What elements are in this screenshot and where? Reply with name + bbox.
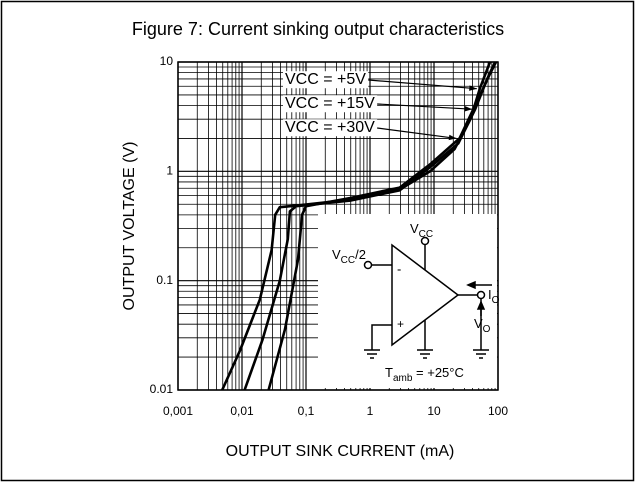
legend-arrow (377, 103, 473, 110)
io-label: IO (488, 287, 500, 305)
vcc-label: VCC (410, 221, 433, 239)
legend-label: VCC = +30V (285, 119, 375, 136)
label-main: V (332, 247, 341, 262)
legend-arrow-head (448, 134, 457, 141)
label-main: V (410, 221, 419, 236)
series-line (243, 61, 497, 391)
inset-circuit: VCC VCC/2 - + IO VO Tamb = +25°C (318, 214, 500, 388)
x-tick-label: 0,01 (230, 404, 254, 418)
circuit-drawing (363, 236, 492, 359)
label-main: V (474, 316, 483, 331)
label-tail: = +25°C (412, 365, 463, 380)
y-tick-label: 0.01 (150, 382, 174, 396)
arrow-head (466, 280, 476, 290)
legend-arrow (368, 79, 477, 90)
terminal (476, 290, 486, 300)
x-axis-label: OUTPUT SINK CURRENT (mA) (226, 443, 455, 460)
legend-arrow-head (469, 85, 477, 91)
tamb-label: Tamb = +25°C (385, 365, 464, 383)
plot-frame (177, 61, 499, 391)
ground (364, 349, 380, 359)
x-tick-label: 100 (488, 404, 508, 418)
terminal (363, 260, 373, 270)
label-sub: O (492, 295, 500, 306)
vo-label: VO (474, 316, 491, 334)
legend-label: VCC = +5V (285, 71, 366, 88)
y-tick-label: 10 (160, 54, 174, 68)
arrow-head (476, 300, 486, 310)
label-main: T (385, 365, 393, 380)
vcc-half-label: VCC/2 (332, 247, 366, 265)
legend-label-background (283, 95, 378, 113)
label-sub: amb (393, 373, 413, 384)
terminal (420, 236, 430, 246)
x-tick-label: 0,1 (298, 404, 315, 418)
x-tick-label: 10 (427, 404, 441, 418)
legend-label-background (283, 71, 369, 89)
wire (371, 324, 392, 350)
label-tail: /2 (355, 247, 366, 262)
minus-label: - (397, 261, 401, 276)
x-tick-label: 0,001 (163, 404, 193, 418)
label-sub: O (483, 324, 491, 335)
legend-label-background (283, 119, 378, 137)
legend-label: VCC = +15V (285, 95, 375, 112)
plot: VCC = +5V VCC = +15V VCC = +30V (221, 61, 498, 391)
ground (473, 349, 489, 359)
x-tick-label: 1 (367, 404, 374, 418)
label-sub: CC (341, 255, 355, 266)
chart-title: Figure 7: Current sinking output charact… (132, 19, 504, 39)
plus-label: + (397, 317, 404, 331)
label-sub: CC (419, 229, 433, 240)
inset-background (318, 214, 497, 388)
y-tick-label: 1 (166, 164, 173, 178)
y-axis-label: OUTPUT VOLTAGE (V) (121, 142, 138, 311)
legend-arrow-head (464, 106, 473, 112)
label-main: I (488, 287, 492, 302)
y-tick-label: 0.1 (156, 273, 173, 287)
legend-arrow (377, 127, 457, 140)
ground (417, 349, 433, 359)
series-line (267, 61, 498, 391)
